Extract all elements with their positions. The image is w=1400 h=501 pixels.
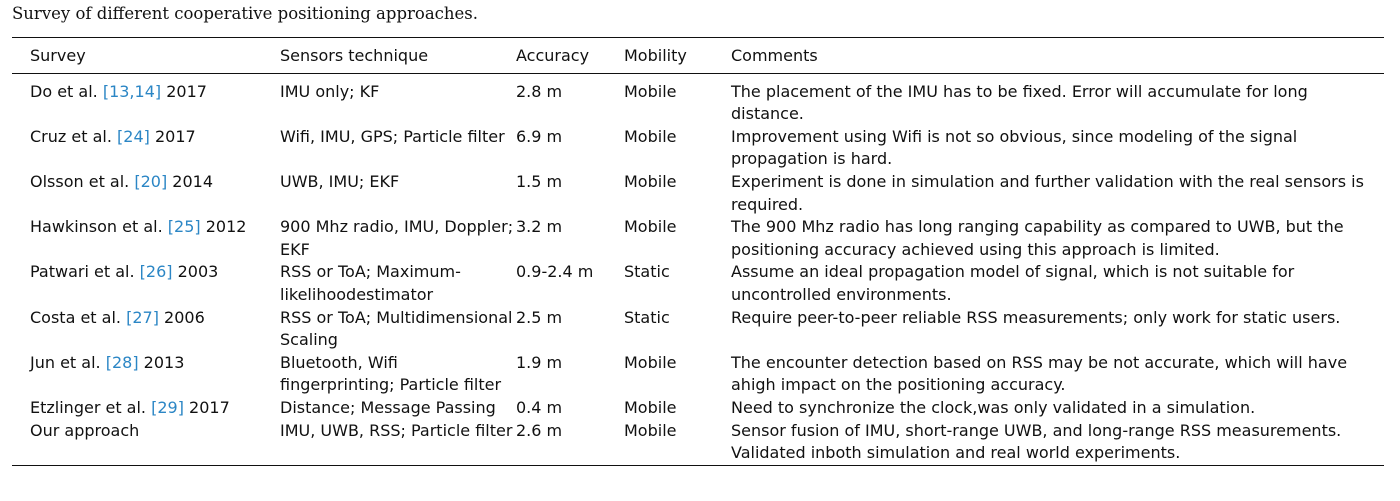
- citation-link[interactable]: [29]: [151, 397, 184, 417]
- comments-cell: The encounter detection based on RSS may…: [731, 352, 1348, 395]
- accuracy-cell: 6.9 m: [516, 126, 563, 146]
- citation-link[interactable]: [20]: [134, 171, 168, 191]
- year: 2017: [189, 397, 230, 417]
- survey-cell: Costa et al. [27] 2006: [12, 307, 280, 352]
- comments-cell: Assume an ideal propagation model of sig…: [731, 262, 1295, 304]
- comments-cell: Sensor fusion of IMU, short-range UWB, a…: [731, 419, 1384, 466]
- mobility-cell: Mobile: [624, 126, 677, 146]
- sensors-cell: Wifi, IMU, GPS; Particle filter: [280, 126, 505, 146]
- table-row: Olsson et al. [20] 2014 UWB, IMU; EKF 1.…: [12, 171, 1384, 216]
- year: 2003: [177, 262, 219, 282]
- mobility-cell: Mobile: [624, 419, 731, 466]
- accuracy-cell: 1.5 m: [516, 171, 563, 191]
- sensors-cell: RSS or ToA; Maximum-likelihoodestimator: [280, 262, 461, 304]
- year: 2006: [164, 307, 205, 327]
- year: 2017: [154, 126, 196, 146]
- header-accuracy: Accuracy: [516, 37, 624, 74]
- author: Patwari et al.: [30, 262, 135, 282]
- author: Our approach: [30, 420, 140, 440]
- table-row: Our approach IMU, UWB, RSS; Particle fil…: [12, 419, 1384, 466]
- sensors-cell: IMU, UWB, RSS; Particle filter: [280, 419, 516, 466]
- citation-link[interactable]: [25]: [167, 217, 201, 237]
- comments-cell: Improvement using Wifi is not so obvious…: [731, 126, 1298, 169]
- comments-cell: Need to synchronize the clock,was only v…: [731, 397, 1256, 417]
- mobility-cell: Mobile: [624, 171, 677, 191]
- author: Etzlinger et al.: [30, 397, 147, 417]
- survey-table: Survey Sensors technique Accuracy Mobili…: [12, 37, 1384, 466]
- table-row: Hawkinson et al. [25] 2012 900 Mhz radio…: [12, 216, 1384, 261]
- table-row: Cruz et al. [24] 2017 Wifi, IMU, GPS; Pa…: [12, 126, 1384, 171]
- table-row: Do et al. [13,14] 2017 IMU only; KF 2.8 …: [12, 73, 1384, 126]
- author: Do et al.: [30, 81, 98, 101]
- year: 2017: [166, 81, 207, 101]
- sensors-cell: Bluetooth, Wifi fingerprinting; Particle…: [280, 352, 502, 395]
- survey-cell: Cruz et al. [24] 2017: [12, 126, 280, 171]
- table-row: Jun et al. [28] 2013 Bluetooth, Wifi fin…: [12, 352, 1384, 397]
- citation-link[interactable]: [24]: [117, 126, 150, 146]
- survey-cell: Do et al. [13,14] 2017: [12, 73, 280, 126]
- citation-link[interactable]: [27]: [126, 307, 159, 327]
- accuracy-cell: 0.9-2.4 m: [516, 262, 594, 282]
- comments-cell: The placement of the IMU has to be fixed…: [731, 81, 1308, 124]
- table-row: Costa et al. [27] 2006 RSS or ToA; Multi…: [12, 307, 1384, 352]
- citation-link[interactable]: [13,14]: [102, 81, 162, 101]
- accuracy-cell: 2.6 m: [516, 419, 624, 466]
- accuracy-cell: 0.4 m: [516, 397, 563, 417]
- mobility-cell: Static: [624, 262, 670, 282]
- survey-cell: Jun et al. [28] 2013: [12, 352, 280, 397]
- comments-cell: Require peer-to-peer reliable RSS measur…: [731, 307, 1341, 327]
- year: 2014: [172, 171, 214, 191]
- survey-cell: Olsson et al. [20] 2014: [12, 171, 280, 216]
- citation-link[interactable]: [28]: [105, 352, 139, 372]
- header-comments: Comments: [731, 37, 1384, 74]
- sensors-cell: IMU only; KF: [280, 81, 380, 101]
- survey-cell: Hawkinson et al. [25] 2012: [12, 216, 280, 261]
- survey-cell: Our approach: [12, 419, 280, 466]
- table-row: Etzlinger et al. [29] 2017 Distance; Mes…: [12, 397, 1384, 420]
- author: Cruz et al.: [30, 126, 112, 146]
- year: 2012: [205, 217, 247, 237]
- table-header-row: Survey Sensors technique Accuracy Mobili…: [12, 37, 1384, 74]
- sensors-cell: RSS or ToA; Multidimensional Scaling: [280, 307, 513, 350]
- accuracy-cell: 3.2 m: [516, 217, 563, 237]
- header-sensors-technique: Sensors technique: [280, 37, 516, 74]
- accuracy-cell: 2.5 m: [516, 307, 563, 327]
- header-survey: Survey: [12, 37, 280, 74]
- sensors-cell: Distance; Message Passing: [280, 397, 496, 417]
- mobility-cell: Mobile: [624, 81, 677, 101]
- header-mobility: Mobility: [624, 37, 731, 74]
- mobility-cell: Static: [624, 307, 670, 327]
- table-row: Patwari et al. [26] 2003 RSS or ToA; Max…: [12, 261, 1384, 306]
- survey-cell: Patwari et al. [26] 2003: [12, 261, 280, 306]
- author: Jun et al.: [30, 352, 101, 372]
- citation-link[interactable]: [26]: [139, 262, 173, 282]
- sensors-cell: 900 Mhz radio, IMU, Doppler; EKF: [280, 217, 514, 259]
- accuracy-cell: 2.8 m: [516, 81, 563, 101]
- accuracy-cell: 1.9 m: [516, 352, 563, 372]
- author: Hawkinson et al.: [30, 217, 163, 237]
- author: Costa et al.: [30, 307, 121, 327]
- table-caption: Survey of different cooperative position…: [12, 4, 479, 23]
- author: Olsson et al.: [30, 171, 130, 191]
- sensors-cell: UWB, IMU; EKF: [280, 171, 400, 191]
- mobility-cell: Mobile: [624, 217, 677, 237]
- survey-cell: Etzlinger et al. [29] 2017: [12, 397, 280, 420]
- year: 2013: [143, 352, 185, 372]
- mobility-cell: Mobile: [624, 352, 677, 372]
- comments-cell: The 900 Mhz radio has long ranging capab…: [731, 217, 1344, 259]
- comments-cell: Experiment is done in simulation and fur…: [731, 171, 1364, 214]
- mobility-cell: Mobile: [624, 397, 677, 417]
